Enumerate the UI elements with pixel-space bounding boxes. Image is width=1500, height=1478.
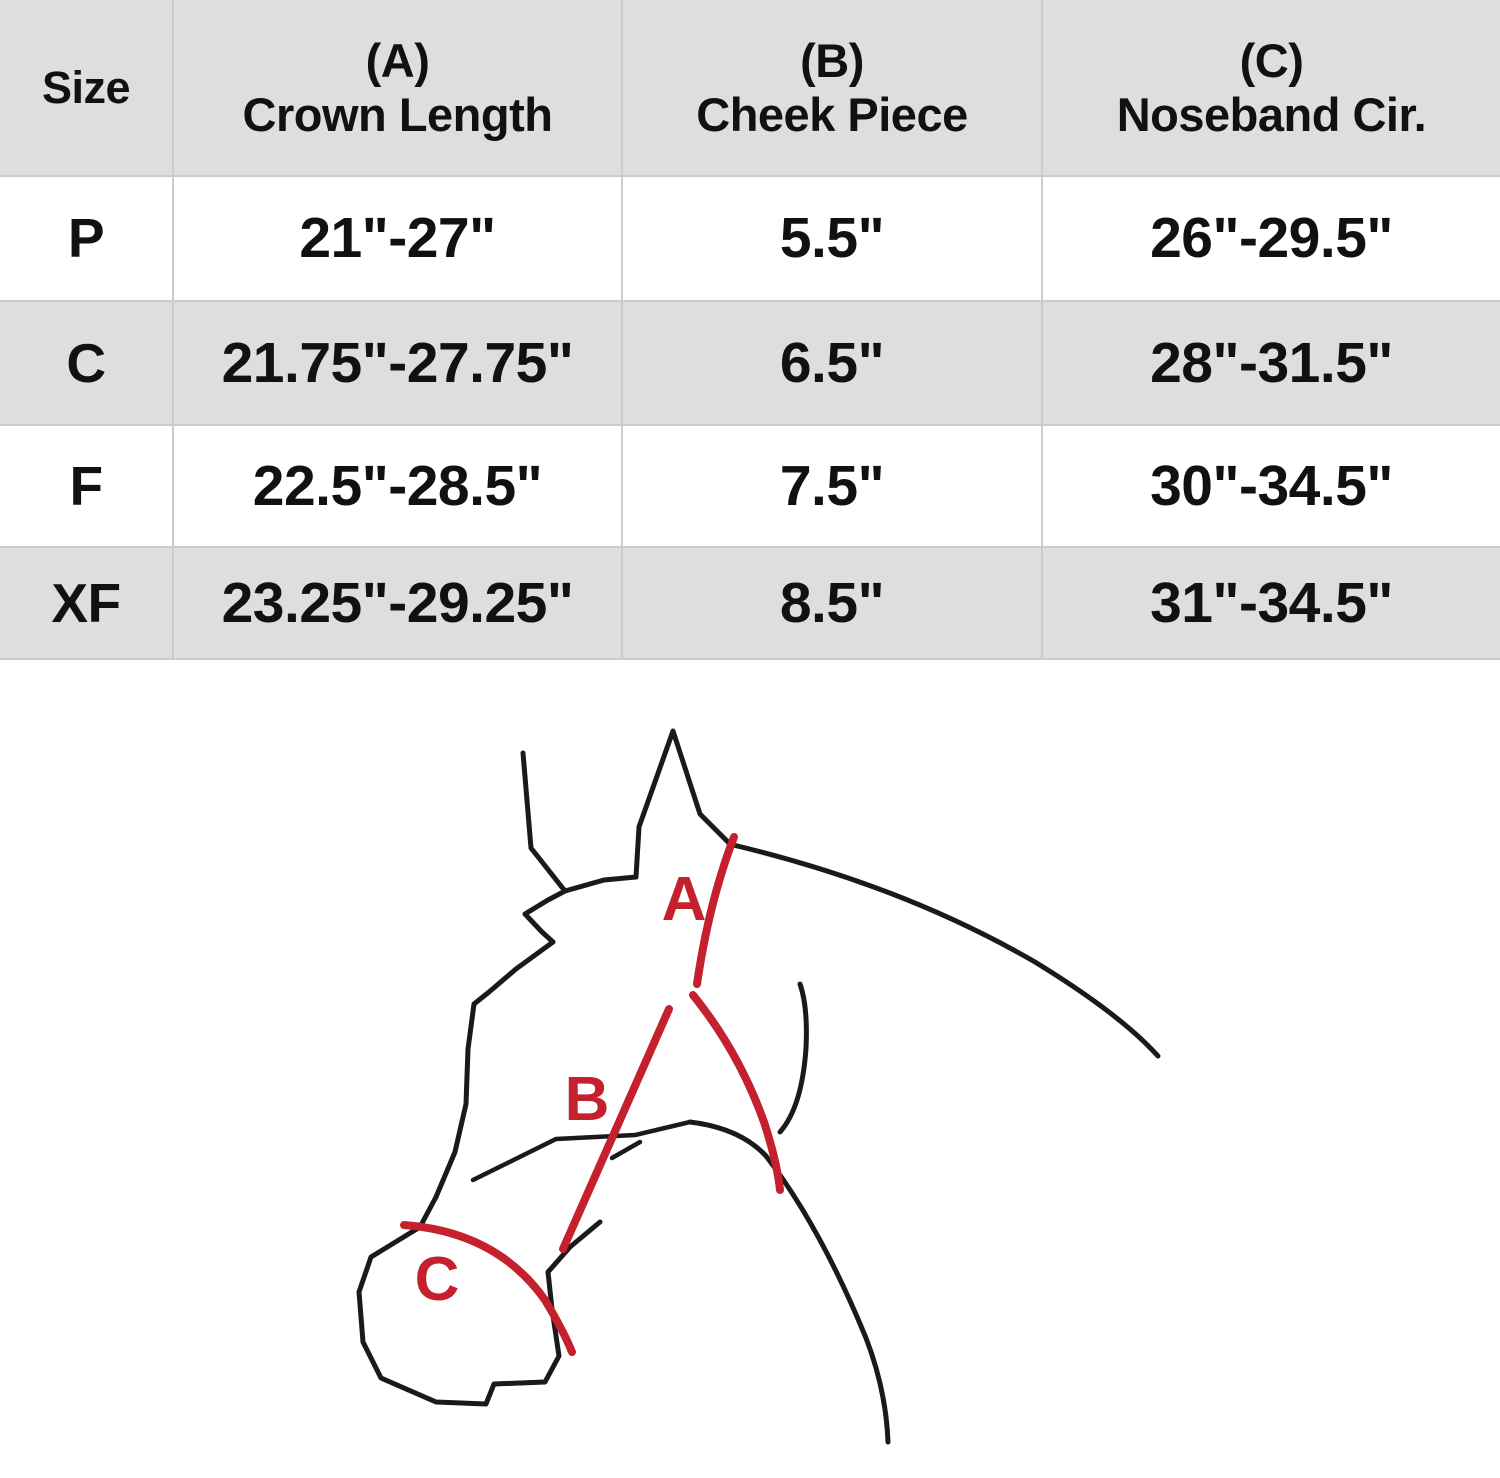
horse-left-ear-icon (520, 750, 639, 894)
halter-noseband (400, 1221, 576, 1356)
horse-mouth-line (483, 1379, 548, 1407)
cell-noseband-cir: 30"-34.5" (1042, 425, 1500, 548)
table-row: XF 23.25"-29.25" 8.5" 31"-34.5" (0, 547, 1500, 660)
cell-cheek-piece: 7.5" (622, 425, 1043, 548)
cell-crown-length: 21"-27" (173, 176, 623, 302)
horse-head-diagram: A B C (0, 652, 1500, 1478)
cell-cheek-piece: 6.5" (622, 301, 1043, 426)
column-header-size: Size (0, 0, 174, 177)
cell-cheek-piece: 8.5" (622, 547, 1043, 660)
cell-crown-length: 23.25"-29.25" (173, 547, 623, 660)
horse-face-profile (433, 939, 556, 1200)
table-body: P 21"-27" 5.5" 26"-29.5" C 21.75"-27.75"… (0, 176, 1500, 660)
horse-forelock-icon (522, 888, 568, 945)
column-header-crown-length-label: Crown Length (242, 87, 553, 141)
cell-crown-length: 22.5"-28.5" (173, 425, 623, 548)
column-header-cheek-piece: (B) Cheek Piece (622, 0, 1043, 177)
horse-right-ear-icon (633, 728, 734, 880)
cell-noseband-cir: 28"-31.5" (1042, 301, 1500, 426)
column-header-crown-length-code: (A) (365, 33, 430, 87)
cell-size: XF (0, 547, 174, 660)
horse-jaw-detail-line (609, 1139, 643, 1161)
table-header-row: Size (A) Crown Length (B) Cheek Piece (C… (0, 0, 1500, 177)
table-row: P 21"-27" 5.5" 26"-29.5" (0, 176, 1500, 302)
column-header-size-label: Size (41, 61, 131, 113)
column-header-crown-length: (A) Crown Length (173, 0, 623, 177)
diagram-label-b: B (565, 1065, 610, 1134)
size-chart-table: Size (A) Crown Length (B) Cheek Piece (C… (0, 0, 1500, 660)
horse-muzzle-outline (356, 1194, 603, 1407)
cell-size: F (0, 425, 174, 548)
halter-crown-piece (693, 833, 738, 988)
table-header: Size (A) Crown Length (B) Cheek Piece (C… (0, 0, 1500, 177)
cell-crown-length: 21.75"-27.75" (173, 301, 623, 426)
column-header-noseband-cir: (C) Noseband Cir. (1042, 0, 1500, 177)
table-row: C 21.75"-27.75" 6.5" 28"-31.5" (0, 301, 1500, 426)
cell-size: P (0, 176, 174, 302)
horse-throat-line (687, 1119, 891, 1445)
horse-nostril-line (470, 1119, 693, 1183)
cell-noseband-cir: 31"-34.5" (1042, 547, 1500, 660)
cell-size: C (0, 301, 174, 426)
cell-noseband-cir: 26"-29.5" (1042, 176, 1500, 302)
diagram-label-c: C (415, 1245, 460, 1314)
horse-neck-top-line (726, 841, 1161, 1059)
halter-cheek-piece (689, 991, 784, 1194)
cell-cheek-piece: 5.5" (622, 176, 1043, 302)
horse-jowl-curve (777, 981, 809, 1135)
column-header-noseband-cir-code: (C) (1239, 33, 1304, 87)
diagram-label-a: A (662, 865, 707, 934)
column-header-cheek-piece-code: (B) (800, 33, 864, 87)
column-header-cheek-piece-label: Cheek Piece (696, 87, 968, 141)
column-header-noseband-cir-label: Noseband Cir. (1116, 87, 1427, 141)
horse-head-illustration: A B C (356, 728, 1161, 1445)
halter-cheek-strap-line (559, 1005, 673, 1253)
table-row: F 22.5"-28.5" 7.5" 30"-34.5" (0, 425, 1500, 548)
